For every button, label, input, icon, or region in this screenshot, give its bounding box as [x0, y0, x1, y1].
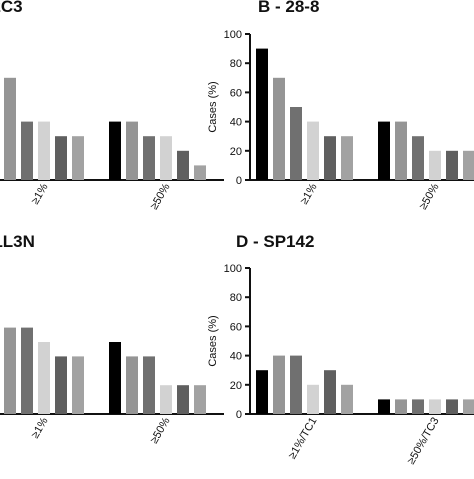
x-tick-label: ≥1%: [298, 181, 319, 206]
bar: [378, 399, 390, 414]
bar: [290, 355, 302, 414]
y-tick-label: 100: [224, 29, 242, 41]
x-tick-label: ≥50%: [417, 181, 442, 211]
bar: [256, 48, 268, 180]
bar: [273, 355, 285, 414]
x-tick-label: ≥50%: [148, 181, 173, 211]
bar: [160, 385, 172, 414]
bar: [143, 356, 155, 414]
x-tick-label: ≥50%: [148, 415, 173, 445]
bar: [341, 136, 353, 180]
bar: [194, 385, 206, 414]
bar: [38, 121, 50, 180]
bar: [446, 399, 458, 414]
panel-title-c: E1L3N: [0, 232, 35, 251]
bar: [109, 342, 121, 414]
y-tick-label: 60: [230, 321, 242, 333]
y-tick-label: 20: [230, 380, 242, 392]
y-tick-label: 0: [236, 409, 242, 421]
y-tick-label: 20: [230, 146, 242, 158]
y-tick-label: 0: [236, 175, 242, 187]
bar: [160, 136, 172, 180]
bar: [109, 121, 121, 180]
bar: [177, 385, 189, 414]
bar: [395, 121, 407, 180]
bar: [21, 327, 33, 414]
y-tick-label: 80: [230, 58, 242, 70]
bar: [38, 342, 50, 414]
bar: [4, 77, 16, 180]
bar: [55, 356, 67, 414]
bar: [126, 121, 138, 180]
y-tick-label: 80: [230, 292, 242, 304]
bar: [4, 327, 16, 414]
bar: [290, 107, 302, 180]
bar: [143, 136, 155, 180]
x-tick-label: ≥1%/TC1: [286, 416, 319, 462]
bar: [194, 165, 206, 180]
bar: [126, 356, 138, 414]
bar: [307, 384, 319, 414]
bar: [429, 399, 441, 414]
bar: [395, 399, 407, 414]
bar: [21, 121, 33, 180]
bar: [412, 399, 424, 414]
bar: [412, 136, 424, 180]
bar: [463, 150, 474, 180]
y-tick-label: 100: [224, 263, 242, 275]
x-tick-label: ≥1%: [29, 181, 50, 206]
bar: [307, 121, 319, 180]
bar: [72, 356, 84, 414]
bar: [446, 150, 458, 180]
bar: [463, 399, 474, 414]
bar: [72, 136, 84, 180]
y-axis-label: Cases (%): [207, 81, 219, 132]
bar: [55, 136, 67, 180]
bar: [341, 384, 353, 414]
x-tick-label: ≥1%: [29, 415, 50, 440]
y-axis-label: Cases (%): [207, 315, 219, 366]
panel-title-a: 22C3: [0, 0, 23, 16]
bar: [324, 136, 336, 180]
y-tick-label: 40: [230, 117, 242, 129]
bar: [324, 370, 336, 414]
panel-title-d: D - SP142: [236, 232, 315, 251]
bar: [273, 77, 285, 180]
bar: [256, 370, 268, 414]
y-tick-label: 60: [230, 87, 242, 99]
y-tick-label: 40: [230, 351, 242, 363]
x-tick-label: ≥50%/TC3: [405, 416, 441, 467]
bar: [429, 150, 441, 180]
bar: [378, 121, 390, 180]
panel-title-b: B - 28-8: [258, 0, 320, 16]
bar: [177, 150, 189, 180]
